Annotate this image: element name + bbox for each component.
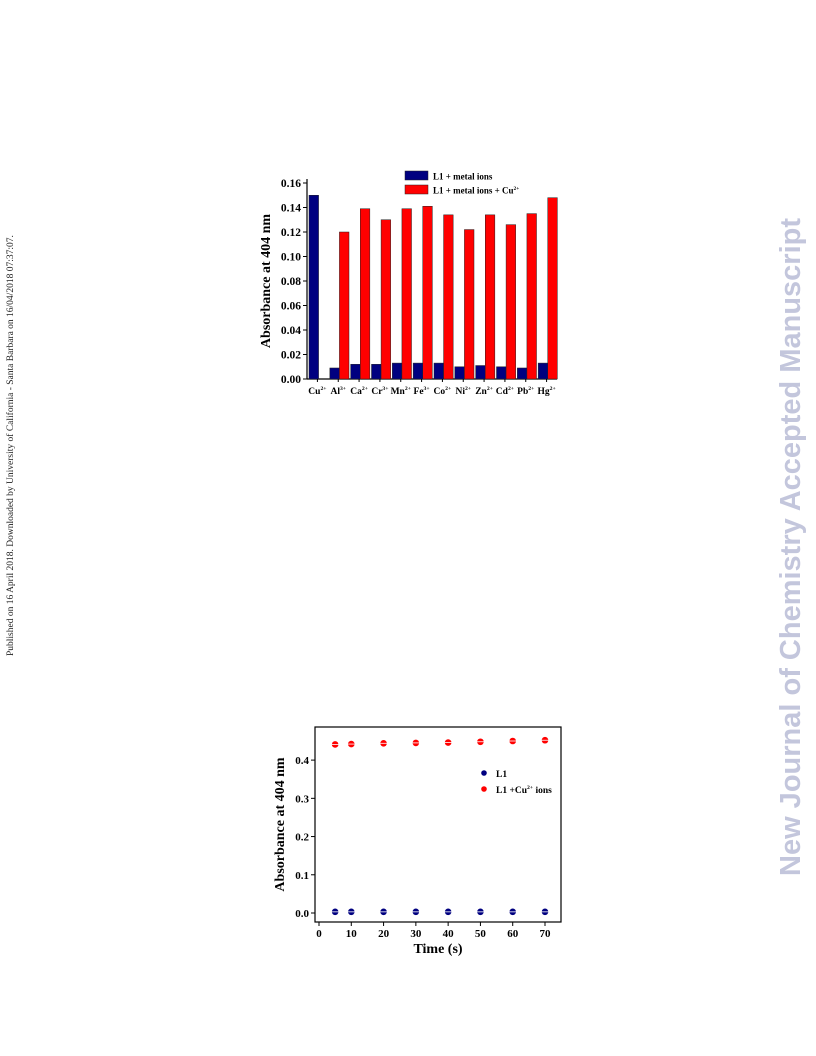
figure-scatter-chart: 0.0 0.1 0.2 0.3 0.4 0 10 20 30 40 50 60 70 Time (s) Ab… [268,722,568,960]
y-axis-label: Absorbance at 404 nm [259,214,274,349]
y-axis-label: Absorbance at 404 nm [273,757,288,892]
scatter-chart: 0.0 0.1 0.2 0.3 0.4 0 10 20 30 40 50 60 70 Time (s) Ab… [273,726,562,957]
bar-ni-series1 [454,366,465,380]
legend-swatch [404,170,429,181]
bar-chart: 0.00 0.02 0.04 0.06 0.08 0.10 0.12 0.14 0.16 Abso… [259,170,558,397]
y-tick-label: 0.00 [281,374,301,386]
y-tick-label: 0.1 [295,870,309,882]
publication-note: Published on 16 April 2018. Downloaded b… [2,235,22,656]
figure-bar-chart: 0.00 0.02 0.04 0.06 0.08 0.10 0.12 0.14 0.16 Abso… [255,165,560,400]
y-tick-label: 0.0 [295,908,309,920]
bar-hg-series1 [537,362,548,380]
bar-mn-series1 [392,362,403,380]
legend-label: L1 + metal ions + Cu2+ [433,186,519,196]
y-tick-label: 0.14 [281,203,301,215]
x-tick-label: Ca2+ [350,386,368,397]
bar-hg-series2 [547,197,558,380]
bar-ca-series1 [350,364,361,380]
bar-fe-series2 [422,206,433,380]
x-tick-label: 50 [475,928,487,940]
legend-label: L1 + metal ions [433,172,493,182]
bar-mn-series2 [401,208,412,380]
x-tick-label: Al3+ [330,386,346,397]
x-tick-label: Zn2+ [475,386,493,397]
bar-ca-series2 [360,208,371,380]
y-tick-label: 0.08 [281,276,301,288]
x-tick-label: Mn2+ [391,386,411,397]
x-axis-label: Time (s) [413,942,462,957]
bar-co-series1 [433,362,444,380]
y-tick-label: 0.3 [295,793,309,805]
y-tick-label: 0.02 [281,350,301,362]
x-tick-label: Fe3+ [414,386,430,397]
x-tick-label: 20 [378,928,390,940]
legend-swatch [404,184,429,195]
x-tick-label: 30 [410,928,422,940]
bar-al-series2 [339,231,350,380]
bar-fe-series1 [412,362,424,380]
x-tick-label: 70 [540,928,552,940]
y-tick-label: 0.06 [281,301,301,313]
x-tick-label: Cu2+ [308,386,326,397]
bar-co-series2 [443,214,454,380]
x-tick-label: 0 [316,928,322,940]
x-tick-label: Cd2+ [496,386,514,397]
y-tick-label: 0.2 [295,832,309,844]
bar-cu-series1 [308,195,319,380]
journal-watermark-text: New Journal of Chemistry Accepted Manusc… [775,217,807,876]
x-tick-label: Hg2+ [537,386,555,397]
bar-al-series1 [329,367,340,380]
bar-zn-series2 [485,214,496,380]
bar-cd-series1 [496,366,507,380]
y-tick-label: 0.4 [295,755,309,767]
bar-cr-series2 [380,219,391,380]
x-tick-label: Cr3+ [371,386,388,397]
x-tick-label: Ni2+ [455,386,471,397]
y-tick-label: 0.12 [281,227,301,239]
bar-cr-series1 [371,364,382,380]
y-tick-label: 0.16 [281,178,301,190]
x-tick-label: 60 [507,928,519,940]
plot-frame [314,726,562,923]
x-tick-label: 40 [443,928,455,940]
x-tick-label: Co2+ [434,386,452,397]
y-tick-label: 0.04 [281,325,301,337]
legend-label: L1 +Cu2+ ions [496,785,552,796]
bar-pb-series1 [517,367,528,380]
bar-zn-series1 [475,365,486,380]
x-tick-label: Pb2+ [517,386,534,397]
publication-note-text: Published on 16 April 2018. Downloaded b… [6,235,16,656]
bar-ni-series2 [464,229,475,380]
legend-marker [481,770,487,776]
legend-label: L1 [496,770,507,780]
legend-marker [481,786,487,792]
bar-pb-series2 [526,213,537,380]
bar-cd-series2 [505,224,516,380]
y-tick-label: 0.10 [281,252,301,264]
journal-watermark: New Journal of Chemistry Accepted Manusc… [772,176,812,876]
x-tick-label: 10 [346,928,358,940]
